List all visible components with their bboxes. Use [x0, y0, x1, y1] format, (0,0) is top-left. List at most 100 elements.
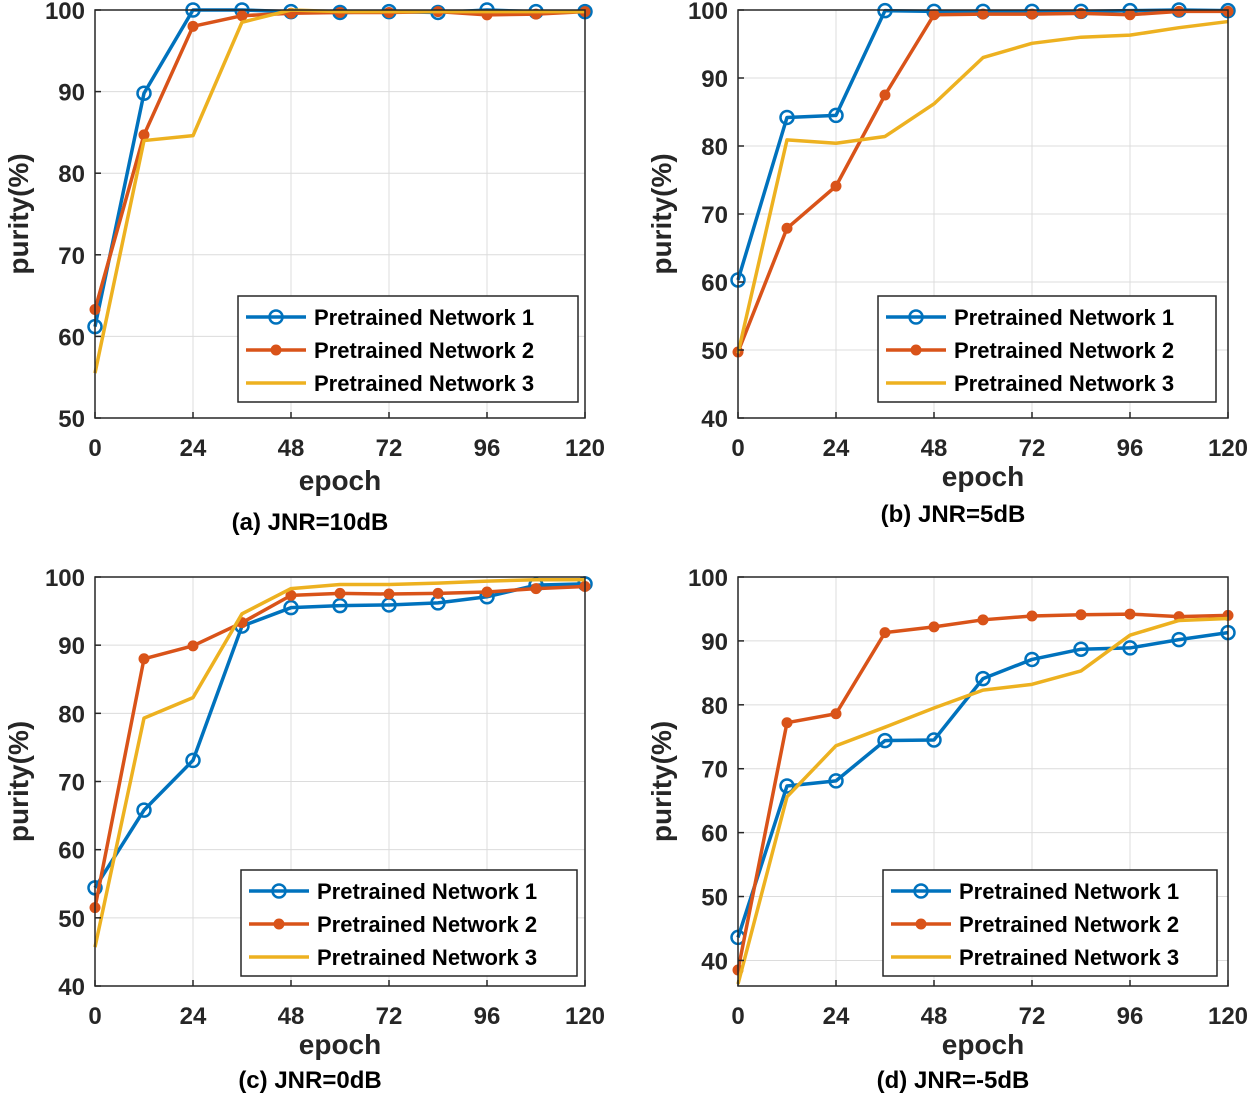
y-axis-label: purity(%)	[646, 721, 677, 842]
subplot-c: 0 24 48 72 96 120 40 50 60 70 80 90 100 epoch purity(%…	[0, 565, 625, 1114]
tick-label-x: 72	[376, 1003, 403, 1030]
tick-label-y: 50	[58, 406, 85, 433]
tick-label-y: 100	[688, 0, 728, 25]
data-point	[1026, 610, 1038, 622]
tick-label-x: 48	[921, 1003, 948, 1030]
tick-label-x: 96	[474, 1003, 501, 1030]
legend: Pretrained Network 1 Pretrained Network 2…	[240, 869, 578, 977]
series-3	[93, 8, 585, 374]
data-point	[779, 109, 795, 126]
tick-label-x: 96	[1117, 435, 1144, 462]
data-point	[1173, 5, 1185, 17]
legend-label: Pretrained Network 1	[317, 879, 537, 904]
x-axis-label: epoch	[942, 1029, 1024, 1060]
legend-label: Pretrained Network 2	[959, 912, 1179, 937]
tick-label-x: 72	[1019, 435, 1046, 462]
tick-label-x: 120	[565, 435, 605, 462]
subplot-caption: (b) JNR=5dB	[881, 501, 1026, 528]
legend: Pretrained Network 1 Pretrained Network 2…	[882, 869, 1218, 977]
series-line	[93, 582, 586, 889]
series-3	[93, 577, 585, 948]
axes-box	[737, 576, 1229, 987]
series-line	[736, 19, 1229, 354]
y-axis-label: purity(%)	[646, 153, 677, 274]
tick-label-x: 72	[1019, 1003, 1046, 1030]
tick-label-y: 60	[701, 821, 728, 848]
series-line	[736, 630, 1229, 938]
legend-label: Pretrained Network 2	[954, 338, 1174, 363]
data-point	[236, 10, 248, 22]
legend-marker	[910, 344, 922, 356]
legend-label: Pretrained Network 1	[959, 879, 1179, 904]
subplot-caption: (a) JNR=10dB	[232, 509, 389, 536]
data-point	[432, 587, 444, 599]
subplot-d: 0 24 48 72 96 120 40 50 60 70 80 90 100 epoch purity(%…	[641, 565, 1250, 1114]
data-point	[136, 802, 152, 818]
axes-box	[94, 9, 586, 419]
tick-label-y: 60	[58, 838, 85, 865]
tick-label-y: 40	[701, 948, 728, 975]
tick-label-x: 96	[1117, 1003, 1144, 1030]
data-point	[830, 180, 842, 192]
tick-label-x: 0	[88, 435, 101, 462]
subplot-b: 0 24 48 72 96 120 40 50 60 70 80 90 100 epoch purity(%…	[641, 0, 1250, 548]
tick-label-y: 90	[701, 66, 728, 93]
tick-label-y: 100	[45, 565, 85, 592]
tick-label-x: 72	[376, 435, 403, 462]
grid	[94, 9, 586, 419]
data-point	[136, 85, 152, 101]
legend: Pretrained Network 1 Pretrained Network 2…	[877, 295, 1217, 403]
chart-b: 0 24 48 72 96 120 40 50 60 70 80 90 100 epoch purity(%…	[646, 0, 1248, 528]
data-point	[828, 773, 844, 789]
tick-label-x: 24	[823, 435, 850, 462]
tick-label-x: 0	[731, 1003, 744, 1030]
data-point	[828, 107, 844, 124]
data-point	[334, 587, 346, 599]
data-point	[781, 717, 793, 729]
data-point	[781, 222, 793, 234]
chart-d: 0 24 48 72 96 120 40 50 60 70 80 90 100 epoch purity(%…	[646, 565, 1248, 1094]
series-3	[736, 19, 1229, 354]
tick-label-x: 96	[474, 435, 501, 462]
tick-label-y: 90	[58, 633, 85, 660]
data-point	[187, 20, 199, 32]
series-line	[93, 8, 585, 374]
data-point	[1026, 8, 1038, 20]
legend-label: Pretrained Network 2	[314, 338, 534, 363]
tick-label-y: 60	[701, 270, 728, 297]
legend-marker	[908, 309, 924, 325]
data-point	[1171, 631, 1187, 648]
tick-label-y: 50	[701, 885, 728, 912]
legend-marker	[268, 309, 284, 325]
subplot-caption: (d) JNR=-5dB	[877, 1067, 1030, 1094]
data-point	[1024, 651, 1040, 668]
data-point	[928, 9, 940, 21]
data-point	[1124, 9, 1136, 21]
legend-label: Pretrained Network 1	[314, 305, 534, 330]
data-point	[928, 621, 940, 633]
y-axis-label: purity(%)	[3, 153, 34, 274]
legend-marker	[915, 918, 927, 930]
tick-label-y: 70	[58, 770, 85, 797]
data-point	[530, 583, 542, 595]
tick-label-y: 100	[688, 565, 728, 592]
legend-label: Pretrained Network 2	[317, 912, 537, 937]
data-point	[383, 588, 395, 600]
tick-label-y: 40	[58, 974, 85, 1001]
tick-label-y: 40	[701, 406, 728, 433]
chart-c: 0 24 48 72 96 120 40 50 60 70 80 90 100 epoch purity(%…	[3, 565, 605, 1094]
tick-label-y: 70	[701, 202, 728, 229]
tick-label-x: 0	[88, 1003, 101, 1030]
data-point	[975, 670, 991, 687]
data-point	[879, 627, 891, 639]
series-line	[736, 616, 1229, 985]
chart-a: 0 24 48 72 96 120 50 60 70 80 90 100 epoch purity(%) (…	[3, 0, 605, 536]
y-axis-label: purity(%)	[3, 721, 34, 842]
legend-label: Pretrained Network 3	[959, 945, 1179, 970]
tick-label-y: 100	[45, 0, 85, 25]
tick-label-x: 120	[1208, 435, 1248, 462]
tick-label-x: 24	[823, 1003, 850, 1030]
data-point	[283, 599, 299, 616]
tick-label-y: 80	[58, 161, 85, 188]
